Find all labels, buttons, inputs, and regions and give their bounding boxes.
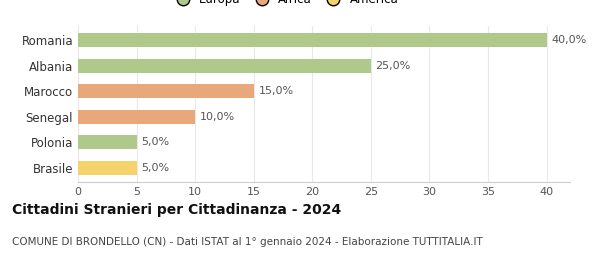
Text: 15,0%: 15,0% [259,86,293,96]
Text: Cittadini Stranieri per Cittadinanza - 2024: Cittadini Stranieri per Cittadinanza - 2… [12,203,341,217]
Text: COMUNE DI BRONDELLO (CN) - Dati ISTAT al 1° gennaio 2024 - Elaborazione TUTTITAL: COMUNE DI BRONDELLO (CN) - Dati ISTAT al… [12,237,483,246]
Bar [78,33,547,47]
Bar [78,110,195,124]
Text: 5,0%: 5,0% [141,163,169,173]
Text: 25,0%: 25,0% [376,61,411,71]
Text: 10,0%: 10,0% [200,112,235,122]
Text: 40,0%: 40,0% [551,35,587,45]
Text: 5,0%: 5,0% [141,137,169,147]
Bar [78,84,254,98]
Bar [78,135,137,149]
Bar [78,161,137,175]
Legend: Europa, Africa, America: Europa, Africa, America [166,0,403,11]
Bar [78,59,371,73]
